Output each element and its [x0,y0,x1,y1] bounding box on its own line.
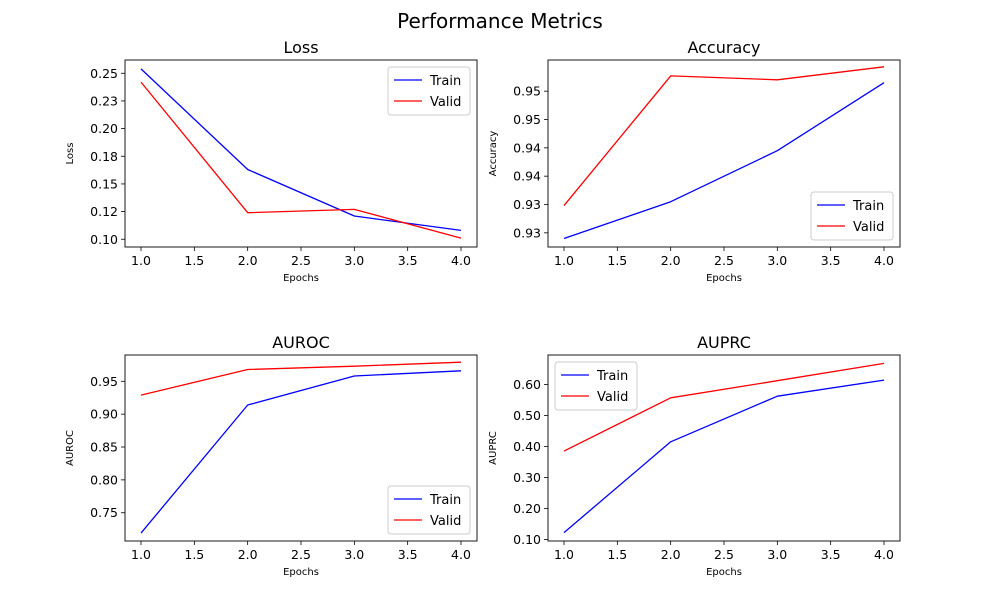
y-tick-label: 0.85 [90,440,118,455]
legend: Train Valid [387,66,471,116]
x-tick-label: 4.0 [874,547,894,562]
y-tick-label: 0.25 [90,66,118,81]
series-line-train [563,82,885,240]
y-tick-label: 0.10 [513,532,541,547]
x-tick-label: 3.5 [821,253,841,268]
y-tick-label: 0.18 [90,149,118,164]
x-tick-label: 1.0 [554,253,574,268]
x-tick-label: 2.0 [238,547,258,562]
y-tick-label: 0.93 [513,225,541,240]
x-tick-label: 2.5 [291,547,311,562]
axes-frame [547,59,901,248]
x-axis-label: Epochs [706,273,742,284]
x-tick-label: 4.0 [451,547,471,562]
x-tick-label: 3.5 [398,547,418,562]
y-tick-label: 0.93 [513,197,541,212]
x-tick-label: 1.0 [131,547,151,562]
x-tick-label: 1.5 [184,253,204,268]
x-tick-label: 1.0 [131,253,151,268]
y-tick-label: 0.94 [513,140,541,155]
y-tick-label: 0.50 [513,408,541,423]
axes-frame [124,354,478,542]
legend-label-train: Train [596,369,628,384]
x-tick-label: 2.0 [661,253,681,268]
subplot-loss: Loss 1.0 1.5 2.0 2.5 3.0 3.5 4.0 0.10 0.12 0.15 0.1… [65,38,478,284]
legend: Train Valid [387,485,471,535]
x-tick-label: 3.5 [398,253,418,268]
x-axis-label: Epochs [283,273,319,284]
y-tick-label: 0.75 [90,505,118,520]
x-tick-label: 3.0 [767,253,787,268]
y-axis-label: Accuracy [488,131,499,177]
subplots-container: Loss 1.0 1.5 2.0 2.5 3.0 3.5 4.0 0.10 0.12 0.15 0.1… [65,38,901,578]
x-tick-label: 2.5 [291,253,311,268]
x-tick-label: 2.5 [714,547,734,562]
x-tick-label: 2.5 [714,253,734,268]
y-tick-label: 0.95 [513,112,541,127]
y-tick-label: 0.10 [90,232,118,247]
y-tick-label: 0.94 [513,169,541,184]
x-tick-label: 1.5 [607,547,627,562]
y-axis-label: AUROC [65,430,76,466]
series-line-valid [563,362,885,452]
x-tick-label: 1.5 [607,253,627,268]
x-tick-label: 3.0 [767,547,787,562]
legend-label-valid: Valid [430,95,461,110]
y-tick-label: 0.95 [513,84,541,99]
legend-label-valid: Valid [597,390,628,405]
series-line-valid [140,361,462,396]
axes-frame [547,354,901,542]
y-tick-label: 0.95 [90,374,118,389]
x-tick-label: 1.0 [554,547,574,562]
subplot-accuracy: Accuracy 1.0 1.5 2.0 2.5 3.0 3.5 4.0 0.93 0.93 0.9… [488,38,901,284]
legend: Train Valid [554,361,638,411]
legend-box [387,66,471,116]
legend-label-train: Train [429,493,461,508]
x-tick-label: 4.0 [451,253,471,268]
x-tick-label: 1.5 [184,547,204,562]
x-tick-label: 3.0 [344,547,364,562]
x-tick-label: 2.0 [661,547,681,562]
y-tick-label: 0.30 [513,470,541,485]
subplot-title: AUROC [272,333,330,352]
y-tick-label: 0.23 [90,93,118,108]
x-tick-label: 3.0 [344,253,364,268]
y-tick-label: 0.80 [90,472,118,487]
legend: Train Valid [810,191,894,241]
axes-frame [124,59,478,248]
x-tick-label: 3.5 [821,547,841,562]
y-tick-label: 0.20 [90,121,118,136]
x-axis-label: Epochs [706,567,742,578]
legend-label-valid: Valid [430,514,461,529]
y-tick-label: 0.15 [90,176,118,191]
x-tick-label: 4.0 [874,253,894,268]
subplot-title: Loss [283,38,318,57]
legend-label-train: Train [429,74,461,89]
y-axis-label: AUPRC [488,431,499,465]
legend-label-valid: Valid [853,220,884,235]
figure-title: Performance Metrics [397,9,603,33]
y-tick-label: 0.90 [90,407,118,422]
legend-box [387,485,471,535]
y-tick-label: 0.20 [513,501,541,516]
subplot-auroc: AUROC 1.0 1.5 2.0 2.5 3.0 3.5 4.0 0.75 0.80 0.85 0.… [65,333,478,578]
x-tick-label: 2.0 [238,253,258,268]
y-axis-label: Loss [65,143,76,165]
y-tick-label: 0.40 [513,439,541,454]
series-line-train [563,379,885,534]
x-axis-label: Epochs [283,567,319,578]
y-tick-label: 0.12 [90,204,118,219]
legend-box [810,191,894,241]
series-line-train [140,370,462,534]
y-tick-label: 0.60 [513,377,541,392]
series-line-valid [563,66,885,207]
legend-label-train: Train [852,199,884,214]
series-line-valid [140,81,462,239]
subplot-title: Accuracy [687,38,760,57]
subplot-auprc: AUPRC 1.0 1.5 2.0 2.5 3.0 3.5 4.0 0.10 0.20 0.30 0.… [488,333,901,578]
legend-box [554,361,638,411]
subplot-title: AUPRC [697,333,751,352]
